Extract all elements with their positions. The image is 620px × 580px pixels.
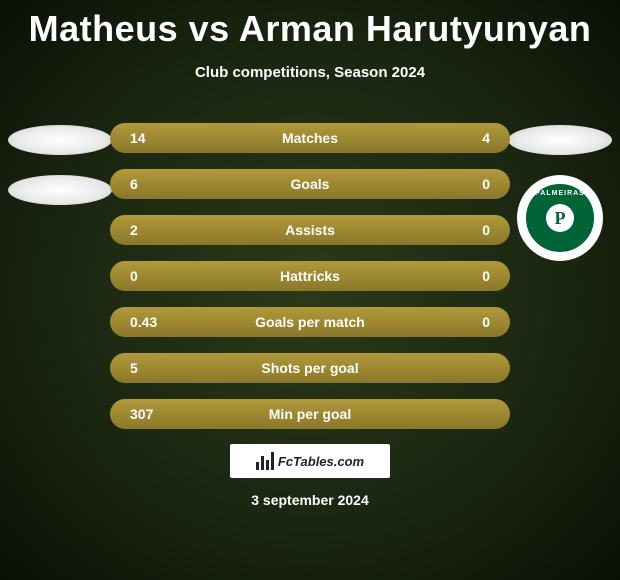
palmeiras-crest: PALMEIRAS P: [517, 175, 603, 261]
stat-left-value: 5: [130, 360, 200, 376]
stat-row: 0.43 Goals per match 0: [110, 307, 510, 337]
crest-top-text: PALMEIRAS: [535, 190, 585, 197]
stat-label: Shots per goal: [200, 360, 420, 376]
stat-right-value: 0: [420, 314, 490, 330]
date-label: 3 september 2024: [0, 492, 620, 508]
bar-chart-icon: [256, 452, 274, 470]
stat-left-value: 0.43: [130, 314, 200, 330]
subtitle: Club competitions, Season 2024: [0, 64, 620, 81]
crest-inner: PALMEIRAS P: [523, 181, 597, 255]
stat-label: Goals per match: [200, 314, 420, 330]
page-title: Matheus vs Arman Harutyunyan: [0, 0, 620, 50]
right-player-badges: PALMEIRAS P: [508, 125, 612, 261]
stat-label: Matches: [200, 130, 420, 146]
stat-left-value: 307: [130, 406, 200, 422]
stat-row: 0 Hattricks 0: [110, 261, 510, 291]
stat-label: Hattricks: [200, 268, 420, 284]
club-badge-placeholder: [508, 125, 612, 155]
stat-left-value: 0: [130, 268, 200, 284]
stats-table: 14 Matches 4 6 Goals 0 2 Assists 0 0 Hat…: [110, 123, 510, 445]
stat-right-value: 0: [420, 176, 490, 192]
stat-right-value: 4: [420, 130, 490, 146]
stat-row: 2 Assists 0: [110, 215, 510, 245]
stat-left-value: 2: [130, 222, 200, 238]
club-badge-placeholder: [8, 175, 112, 205]
club-badge-placeholder: [8, 125, 112, 155]
left-player-badges: [8, 125, 112, 205]
fctables-label: FcTables.com: [278, 454, 364, 469]
stat-row: 5 Shots per goal: [110, 353, 510, 383]
stat-row: 14 Matches 4: [110, 123, 510, 153]
fctables-watermark: FcTables.com: [230, 444, 390, 478]
crest-center-letter: P: [546, 204, 574, 232]
stat-left-value: 6: [130, 176, 200, 192]
stat-label: Assists: [200, 222, 420, 238]
stat-right-value: 0: [420, 268, 490, 284]
stat-left-value: 14: [130, 130, 200, 146]
stat-label: Min per goal: [200, 406, 420, 422]
stat-right-value: 0: [420, 222, 490, 238]
stat-row: 6 Goals 0: [110, 169, 510, 199]
stat-label: Goals: [200, 176, 420, 192]
stat-row: 307 Min per goal: [110, 399, 510, 429]
